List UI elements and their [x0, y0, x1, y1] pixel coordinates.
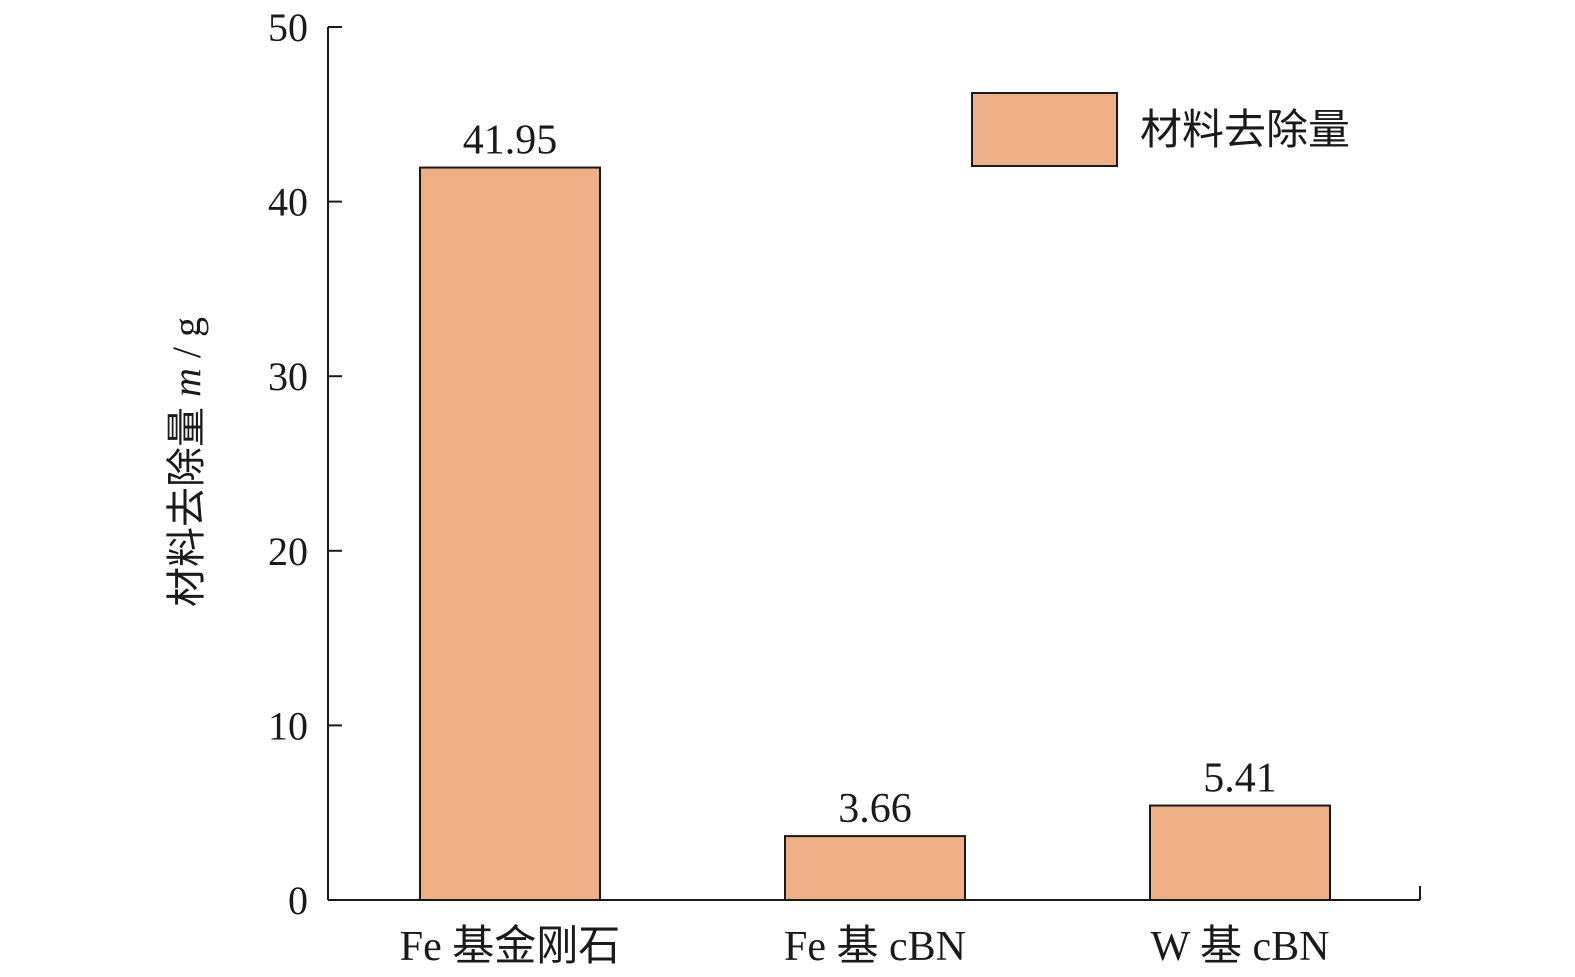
y-tick-label: 40 — [268, 180, 308, 225]
y-tick-label: 50 — [268, 5, 308, 50]
legend-label: 材料去除量 — [1140, 107, 1350, 154]
y-tick-label: 30 — [268, 354, 308, 399]
data-label: 5.41 — [1203, 756, 1277, 802]
bar — [419, 166, 601, 902]
y-axis-title-text: 材料去除量 — [164, 397, 209, 607]
legend: 材料去除量 — [971, 92, 1350, 167]
x-tick-label: Fe 基金刚石 — [400, 923, 621, 970]
legend-swatch — [971, 92, 1118, 167]
bar — [1149, 804, 1331, 901]
value-labels: 41.95 3.66 5.41 — [463, 118, 1277, 833]
y-axis-title-unit: / g — [164, 317, 209, 368]
bars — [419, 166, 1331, 902]
x-tick-label: W 基 cBN — [1151, 924, 1330, 970]
y-axis: 0 10 20 30 40 50 — [268, 5, 342, 923]
y-tick-label: 10 — [268, 703, 308, 748]
y-axis-title-symbol: m — [164, 368, 209, 397]
data-label: 3.66 — [838, 786, 912, 832]
y-tick-label: 20 — [268, 529, 308, 574]
x-axis: Fe 基金刚石 Fe 基 cBN W 基 cBN — [328, 886, 1421, 970]
y-axis-title: 材料去除量 m / g — [164, 317, 209, 607]
x-tick-label: Fe 基 cBN — [784, 924, 966, 970]
bar — [784, 835, 966, 901]
y-tick-label: 0 — [288, 878, 308, 923]
data-label: 41.95 — [463, 118, 558, 164]
